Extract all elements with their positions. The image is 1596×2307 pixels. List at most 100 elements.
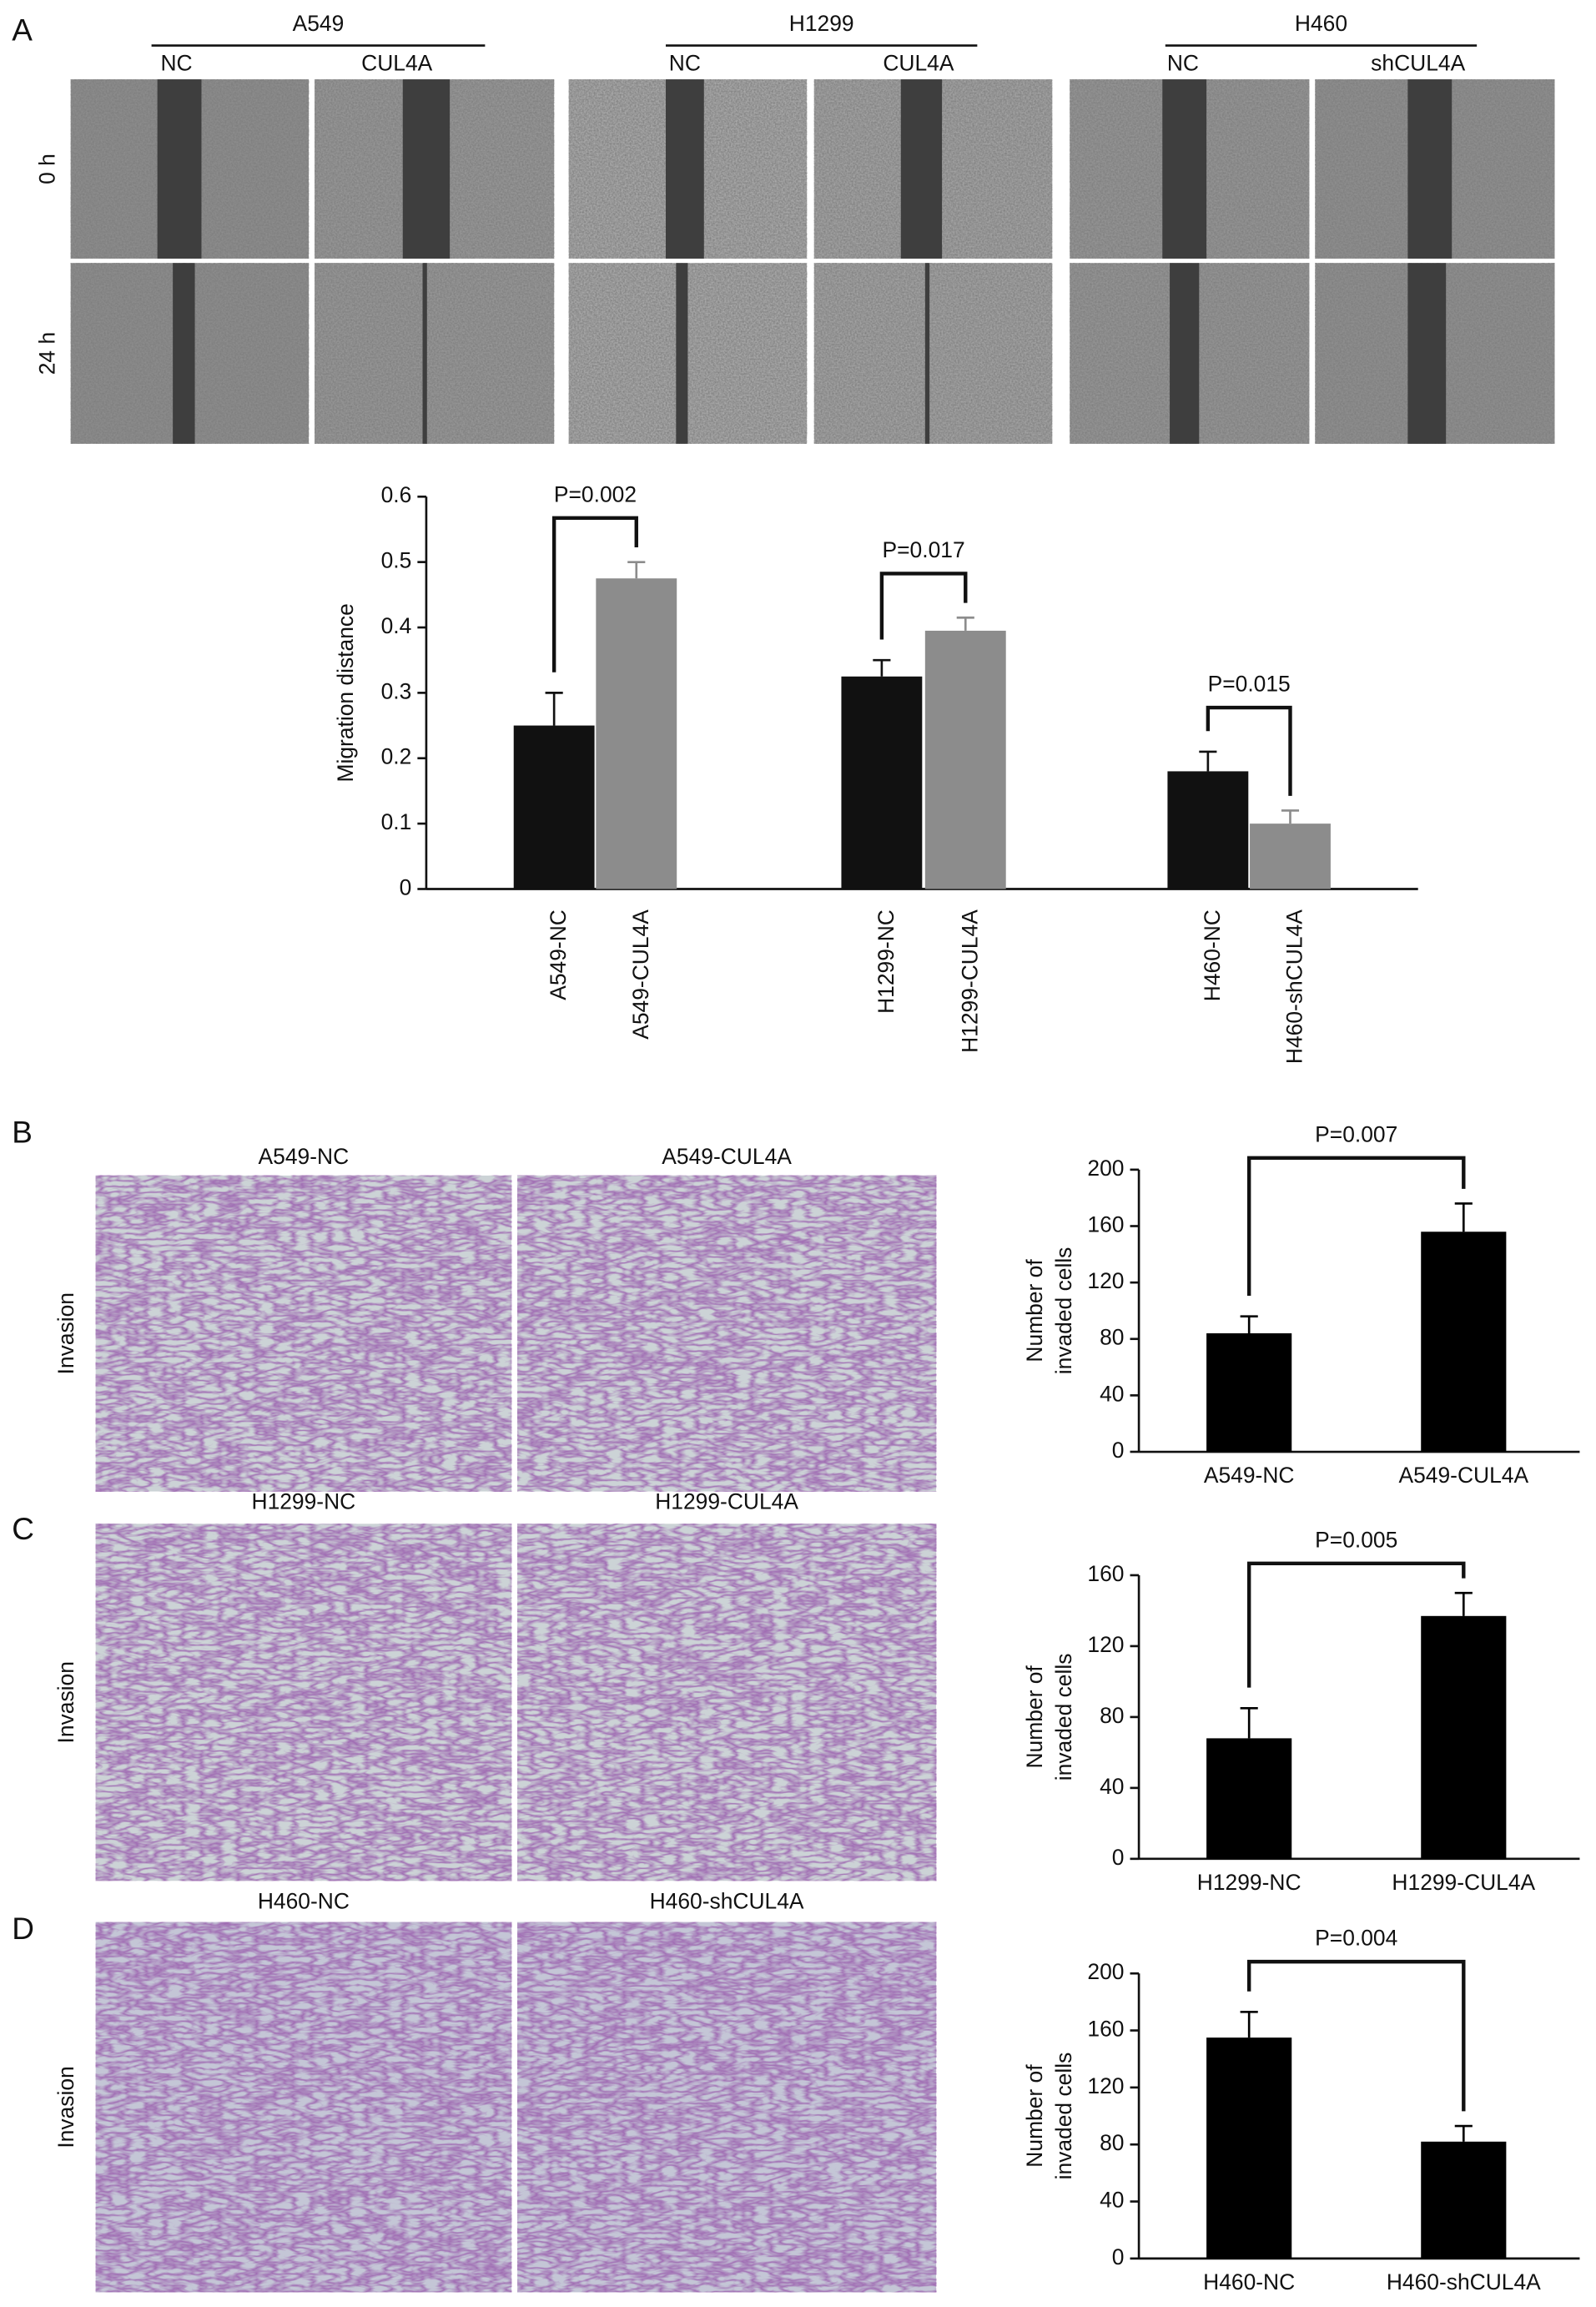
y-tick-label: 160 [1087,1211,1124,1237]
bar [1421,1232,1507,1453]
bar [1206,1332,1292,1453]
x-tick-label: H460-NC [1203,2269,1295,2294]
row-label: Invasion [53,2066,78,2148]
y-tick-label: 0.5 [381,548,412,573]
image-texture [315,263,555,444]
y-tick-label: 0 [400,874,412,899]
y-axis-label: Number of [1022,1259,1047,1363]
p-value: P=0.002 [554,481,637,506]
image-title: H460-NC [258,1889,350,1914]
significance-bracket [551,516,638,672]
y-tick-label: 80 [1100,1703,1124,1728]
scratch-gap [1170,263,1200,444]
condition-label: NC [160,50,192,75]
y-axis-label: Migration distance [333,603,358,782]
row-label: Invasion [53,1292,78,1374]
x-tick-label: H1299-CUL4A [957,909,982,1053]
significance-bracket [1246,1156,1466,1297]
image-texture [95,1175,512,1492]
y-tick-label: 0 [1112,2244,1125,2269]
group-label: A549 [293,11,345,36]
bar [841,676,923,889]
y-tick-label: 160 [1087,1561,1124,1586]
y-tick-label: 40 [1100,1381,1124,1406]
p-value: P=0.007 [1315,1121,1397,1146]
bar [1206,2038,1292,2259]
row-label: 24 h [34,332,59,375]
scratch-gap [157,79,202,259]
y-tick-label: 80 [1100,2130,1124,2155]
bar [596,578,677,889]
y-tick-label: 200 [1087,1156,1124,1181]
condition-label: shCUL4A [1371,50,1465,75]
y-tick-label: 120 [1087,1632,1124,1657]
y-tick-label: 40 [1100,2188,1124,2213]
y-axis-label: Number of [1022,1665,1047,1769]
scratch-gap [924,263,930,444]
group-label: H1299 [789,11,854,36]
x-tick-label: H1299-NC [1197,1870,1301,1895]
image-title: H460-shCUL4A [650,1889,804,1914]
significance-bracket [1246,1959,1466,2112]
image-texture [95,1922,512,2293]
scratch-gap [900,79,943,259]
x-tick-label: A549-CUL4A [1399,1463,1529,1488]
y-tick-label: 0 [1112,1438,1125,1463]
significance-bracket [1206,705,1292,796]
panel-label: A [12,13,33,48]
image-title: A549-CUL4A [662,1144,792,1169]
y-axis-label: Number of [1022,2064,1047,2168]
scratch-gap [1162,79,1207,259]
y-tick-label: 120 [1087,2073,1124,2098]
panel-label: D [12,1912,34,1946]
y-axis-label: invaded cells [1051,1654,1076,1781]
y-axis-label: invaded cells [1051,1247,1076,1375]
y-tick-label: 0.3 [381,678,412,703]
image-texture [813,263,1053,444]
x-tick-label: H1299-NC [874,909,899,1014]
x-tick-label: A549-NC [546,909,571,1000]
panel-label: C [12,1512,34,1546]
condition-label: NC [669,50,701,75]
scratch-gap [676,263,688,444]
image-texture [517,1524,937,1881]
condition-label: CUL4A [883,50,954,75]
image-texture [568,263,808,444]
condition-label: CUL4A [361,50,433,75]
y-tick-label: 0.6 [381,482,412,507]
image-texture [517,1175,937,1492]
x-tick-label: H460-shCUL4A [1281,909,1307,1064]
bar [1206,1738,1292,1859]
y-tick-label: 0 [1112,1845,1125,1870]
x-tick-label: H460-shCUL4A [1387,2269,1541,2294]
y-tick-label: 0.4 [381,613,412,638]
p-value: P=0.017 [883,537,965,562]
image-title: H1299-CUL4A [655,1489,798,1514]
scratch-gap [665,79,704,259]
row-label: Invasion [53,1661,78,1743]
scratch-gap [173,263,195,444]
image-texture [517,1922,937,2293]
image-title: H1299-NC [251,1489,355,1514]
bar [924,630,1006,889]
scratch-gap [422,263,427,444]
bar [1167,771,1249,889]
p-value: P=0.015 [1208,672,1291,697]
y-tick-label: 0.2 [381,744,412,769]
y-tick-label: 0.1 [381,809,412,834]
p-value: P=0.005 [1315,1527,1397,1552]
bar [1421,2141,1507,2259]
group-label: H460 [1295,11,1347,36]
panel-label: B [12,1115,33,1149]
significance-bracket [1246,1561,1466,1688]
bar [1250,824,1331,889]
x-tick-label: A549-CUL4A [628,909,653,1040]
y-axis-label: invaded cells [1051,2053,1076,2180]
bar [513,725,595,889]
x-tick-label: H1299-CUL4A [1392,1870,1535,1895]
condition-label: NC [1167,50,1199,75]
p-value: P=0.004 [1315,1926,1397,1951]
x-tick-label: H460-NC [1200,909,1225,1001]
row-label: 0 h [34,154,59,184]
